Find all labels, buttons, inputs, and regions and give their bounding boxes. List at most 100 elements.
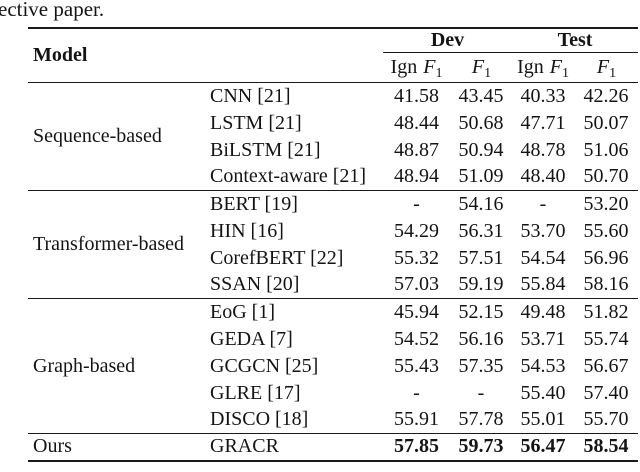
metric-value: 58.16 bbox=[583, 273, 629, 296]
metric-value: 40.33 bbox=[520, 84, 566, 107]
table-row: Context-aware [21] 48.94 51.09 48.40 50.70 bbox=[28, 164, 638, 191]
table-row: Graph-based EoG [1] 45.94 52.15 49.48 51.82 bbox=[28, 298, 639, 434]
metric-value: 51.09 bbox=[458, 165, 504, 188]
metric-value: 54.16 bbox=[450, 190, 513, 218]
metric-value: - bbox=[413, 381, 420, 404]
metric-value: 59.73 bbox=[450, 433, 513, 461]
metric-value: 55.40 bbox=[520, 381, 566, 404]
metric-value: 54.52 bbox=[394, 327, 439, 350]
method-label: GRACR bbox=[210, 433, 383, 461]
metric-value: 57.35 bbox=[458, 354, 504, 377]
results-table: Model Dev Test Ign F1 F1 Ign F1 F1 Sequence… bbox=[28, 27, 639, 462]
group-label: Sequence-based bbox=[33, 125, 162, 147]
table-header: Model Dev Test Ign F1 F1 Ign F1 F1 bbox=[28, 28, 639, 83]
table-row: GEDA [7] 54.52 56.16 53.71 55.74 bbox=[28, 326, 638, 353]
metric-value: 58.54 bbox=[574, 433, 639, 461]
metric-value: 59.19 bbox=[458, 273, 504, 296]
metric-value: 55.70 bbox=[583, 408, 629, 431]
method-label: CNN [21] bbox=[210, 84, 291, 107]
metric-value: 42.26 bbox=[583, 84, 629, 107]
table-row: HIN [16] 54.29 56.31 53.70 55.60 bbox=[28, 218, 638, 245]
table-row: Transformer-based BERT [19] -54.16-53.20 bbox=[28, 190, 639, 299]
metric-value: 56.67 bbox=[583, 354, 629, 377]
metric-value: - bbox=[512, 190, 575, 218]
method-label: GCGCN [25] bbox=[210, 354, 319, 377]
metric-value: 48.78 bbox=[520, 138, 566, 161]
metric-value: 45.94 bbox=[383, 298, 450, 326]
method-label: Context-aware [21] bbox=[210, 165, 367, 188]
group-label: Graph-based bbox=[28, 298, 210, 434]
metric-value: 48.40 bbox=[520, 165, 566, 188]
metric-value: 48.87 bbox=[394, 138, 439, 161]
group-label: Transformer-based bbox=[28, 190, 210, 299]
metric-value: 55.74 bbox=[583, 327, 629, 350]
table-body: Sequence-based CNN [21] 41.58 43.45 40.33 42.… bbox=[28, 83, 639, 461]
table-row: GCGCN [25] 55.43 57.35 54.53 56.67 bbox=[28, 353, 638, 380]
metric-value: 57.40 bbox=[583, 381, 629, 404]
metric-value: 43.45 bbox=[458, 84, 504, 107]
method-label: GEDA [7] bbox=[210, 327, 293, 350]
caption-fragment: ective paper. bbox=[0, 0, 105, 21]
metric-value: 54.54 bbox=[520, 246, 566, 269]
table-row: LSTM [21] 48.44 50.68 47.71 50.07 bbox=[28, 110, 638, 137]
header-row-metrics: Ign F1 F1 Ign F1 F1 bbox=[28, 52, 639, 83]
method-label: CorefBERT [22] bbox=[210, 246, 344, 269]
method-label: GLRE [17] bbox=[210, 381, 301, 404]
metric-value: 54.29 bbox=[394, 219, 439, 242]
metric-value: 51.82 bbox=[574, 298, 639, 326]
column-subheader-dev-ign-f1: Ign F1 bbox=[383, 52, 450, 83]
metric-value: 50.07 bbox=[583, 111, 629, 134]
column-subheader-dev-f1: F1 bbox=[450, 52, 513, 83]
metric-value: 53.71 bbox=[520, 327, 566, 350]
method-label: BiLSTM [21] bbox=[210, 138, 321, 161]
metric-value: 48.94 bbox=[394, 165, 439, 188]
table-row: GLRE [17] - - 55.40 57.40 bbox=[28, 380, 638, 407]
metric-value: 57.85 bbox=[383, 433, 450, 461]
metric-value: 48.44 bbox=[394, 111, 439, 134]
metric-value: 57.03 bbox=[394, 273, 439, 296]
metric-value: - bbox=[477, 381, 485, 404]
metric-value: 57.78 bbox=[458, 408, 504, 431]
column-header-model: Model bbox=[28, 28, 383, 83]
metric-value: 55.43 bbox=[394, 354, 439, 377]
metric-value: 55.32 bbox=[394, 246, 439, 269]
metric-value: - bbox=[383, 190, 450, 218]
metric-value: 56.16 bbox=[458, 327, 504, 350]
table-row: Sequence-based CNN [21] 41.58 43.45 40.33 42.… bbox=[28, 83, 638, 147]
table-row: DISCO [18] 55.91 57.78 55.01 55.70 bbox=[28, 407, 638, 434]
metric-value: 50.70 bbox=[583, 165, 629, 188]
header-row-groups: Model Dev Test bbox=[28, 28, 639, 83]
table-row: Ours GRACR 57.85 59.73 56.47 58.54 bbox=[28, 433, 639, 461]
table-row: SSAN [20] 57.03 59.19 55.84 58.16 bbox=[28, 272, 638, 299]
table-row: CorefBERT [22] 55.32 57.51 54.54 56.96 bbox=[28, 245, 638, 272]
metric-value: 54.53 bbox=[520, 354, 566, 377]
metric-value: 50.68 bbox=[458, 111, 504, 134]
metric-value: 47.71 bbox=[520, 111, 566, 134]
metric-value: 50.94 bbox=[458, 138, 504, 161]
method-label: DISCO [18] bbox=[210, 408, 309, 431]
method-label: SSAN [20] bbox=[210, 273, 300, 296]
method-label: EoG [1] bbox=[210, 298, 383, 326]
metric-value: 55.84 bbox=[520, 273, 566, 296]
metric-value: 52.15 bbox=[450, 298, 513, 326]
column-header-test: Test bbox=[512, 28, 639, 53]
metric-value: 51.06 bbox=[583, 138, 629, 161]
group-label: Ours bbox=[28, 433, 210, 461]
metric-value: 55.60 bbox=[583, 219, 629, 242]
method-label: HIN [16] bbox=[210, 219, 284, 242]
metric-value: 56.96 bbox=[583, 246, 629, 269]
metric-value: 41.58 bbox=[394, 84, 439, 107]
metric-value: 53.20 bbox=[574, 190, 639, 218]
metric-value: 57.51 bbox=[458, 246, 504, 269]
metric-value: 56.47 bbox=[512, 433, 575, 461]
table-row: BiLSTM [21] 48.87 50.94 48.78 51.06 bbox=[28, 137, 638, 164]
metric-value: 56.31 bbox=[458, 219, 504, 242]
metric-value: 49.48 bbox=[512, 298, 575, 326]
column-subheader-test-ign-f1: Ign F1 bbox=[512, 52, 575, 83]
metric-value: 53.70 bbox=[520, 219, 566, 242]
metric-value: 55.91 bbox=[394, 408, 439, 431]
metric-value: 55.01 bbox=[520, 408, 566, 431]
column-header-dev: Dev bbox=[383, 28, 513, 53]
method-label: BERT [19] bbox=[210, 190, 383, 218]
